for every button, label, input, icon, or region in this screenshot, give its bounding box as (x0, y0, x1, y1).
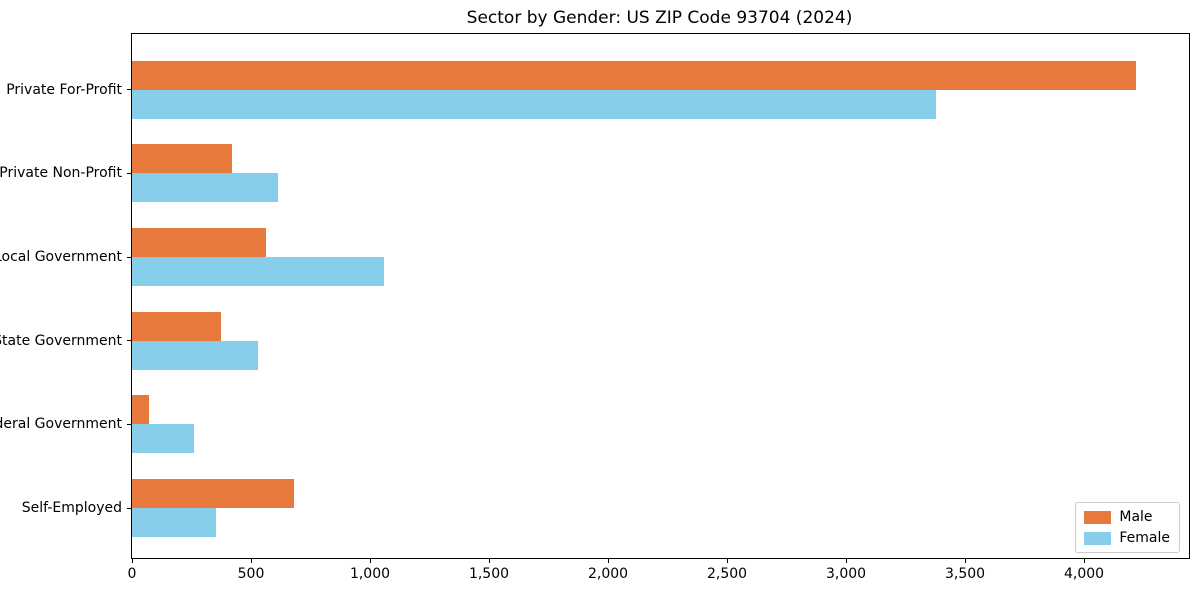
y-tick-label: Self-Employed (21, 500, 122, 517)
legend: Male Female (1075, 502, 1180, 553)
legend-row-male: Male (1084, 509, 1170, 525)
bar-male-0 (132, 60, 1136, 90)
x-tick-label: 2,500 (706, 566, 748, 582)
y-tick-label: Federal Government (0, 416, 122, 433)
x-tick-label: 4,000 (1063, 566, 1105, 582)
legend-swatch-female (1084, 531, 1112, 545)
y-tick-label: State Government (0, 332, 122, 349)
bar-female-2 (132, 257, 384, 286)
x-tick-mark (845, 558, 847, 563)
y-tick-mark (127, 256, 132, 258)
x-tick-mark (131, 558, 133, 563)
legend-label-male: Male (1119, 509, 1153, 525)
bar-male-2 (132, 228, 266, 257)
legend-swatch-male (1084, 510, 1112, 524)
x-tick-mark (369, 558, 371, 563)
bar-male-4 (132, 395, 149, 425)
bar-female-5 (132, 508, 216, 538)
x-tick-mark (1083, 558, 1085, 563)
x-tick-label: 500 (237, 566, 265, 582)
x-tick-mark (964, 558, 966, 563)
bar-male-5 (132, 479, 294, 509)
x-tick-mark (726, 558, 728, 563)
x-tick-mark (250, 558, 252, 563)
y-tick-label: Private Non-Profit (0, 165, 122, 182)
y-tick-mark (127, 89, 132, 91)
y-tick-label: Local Government (0, 249, 122, 265)
x-tick-label: 3,000 (825, 566, 867, 582)
x-tick-label: 3,500 (944, 566, 986, 582)
bar-female-1 (132, 173, 278, 203)
bar-male-1 (132, 144, 232, 174)
x-tick-mark (607, 558, 609, 563)
legend-row-female: Female (1084, 530, 1170, 546)
x-tick-mark (488, 558, 490, 563)
x-tick-label: 1,500 (468, 566, 510, 582)
y-tick-mark (127, 172, 132, 174)
bar-female-0 (132, 89, 936, 119)
legend-label-female: Female (1119, 530, 1170, 546)
chart-title: Sector by Gender: US ZIP Code 93704 (202… (466, 8, 853, 28)
y-tick-mark (127, 423, 132, 425)
x-tick-label: 2,000 (587, 566, 629, 582)
bar-female-4 (132, 424, 194, 454)
plot-area: Private For-Profit Private Non-Profit Loca… (0, 33, 1190, 582)
bar-male-3 (132, 311, 221, 341)
y-tick-mark (127, 340, 132, 342)
y-tick-label: Private For-Profit (6, 81, 122, 98)
x-tick-label: 1,000 (349, 566, 391, 582)
bar-female-3 (132, 340, 258, 370)
y-tick-mark (127, 507, 132, 509)
x-tick-label: 0 (127, 566, 137, 582)
